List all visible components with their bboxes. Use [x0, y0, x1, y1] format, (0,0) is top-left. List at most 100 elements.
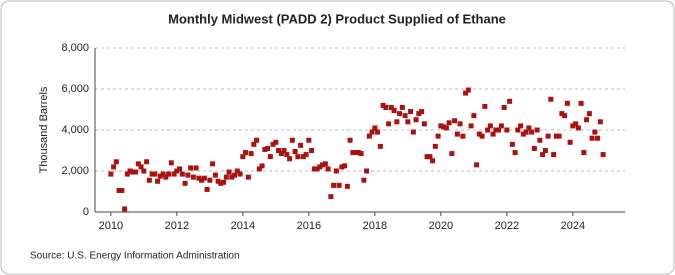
- point: [430, 158, 436, 164]
- x-tick-label: 2024: [561, 220, 585, 232]
- point: [212, 172, 218, 178]
- point: [391, 108, 397, 114]
- point: [427, 154, 433, 160]
- point: [397, 111, 403, 117]
- point: [309, 148, 315, 153]
- point: [262, 146, 268, 152]
- point: [223, 174, 229, 180]
- point: [597, 119, 603, 125]
- point: [251, 141, 257, 147]
- point: [155, 178, 161, 184]
- point: [592, 129, 598, 135]
- point: [438, 123, 444, 129]
- point: [589, 135, 595, 141]
- point: [292, 149, 298, 155]
- point: [501, 104, 507, 110]
- point: [435, 133, 441, 139]
- point: [575, 125, 581, 131]
- point: [507, 98, 513, 104]
- point: [135, 161, 141, 167]
- point: [306, 137, 312, 143]
- point: [267, 154, 273, 160]
- point: [556, 133, 562, 139]
- point: [399, 104, 405, 110]
- point: [300, 154, 306, 160]
- point: [278, 151, 284, 157]
- point: [350, 150, 356, 156]
- point: [449, 151, 455, 157]
- point: [487, 123, 493, 129]
- y-tick-label: 6,000: [61, 83, 89, 95]
- point: [342, 163, 348, 169]
- point: [108, 171, 114, 177]
- point: [289, 137, 295, 143]
- point: [578, 100, 584, 106]
- x-tick-label: 2014: [231, 220, 255, 232]
- point: [526, 125, 532, 131]
- chart-title: Monthly Midwest (PADD 2) Product Supplie…: [168, 11, 506, 26]
- point: [174, 168, 180, 174]
- point: [336, 182, 342, 188]
- point: [564, 100, 570, 106]
- point: [559, 111, 565, 117]
- point: [210, 161, 216, 167]
- point: [542, 148, 548, 153]
- point: [452, 118, 458, 124]
- point: [537, 137, 543, 143]
- point: [509, 141, 515, 147]
- point: [515, 127, 521, 133]
- point: [317, 164, 323, 170]
- point: [457, 121, 463, 127]
- point: [270, 141, 276, 147]
- point: [465, 87, 471, 93]
- point: [369, 129, 375, 135]
- point: [581, 150, 587, 156]
- point: [182, 180, 188, 186]
- point: [421, 121, 427, 127]
- point: [245, 174, 251, 180]
- point: [311, 166, 317, 172]
- point: [383, 104, 389, 110]
- point: [243, 150, 249, 156]
- point: [375, 129, 381, 135]
- point: [446, 120, 452, 126]
- point: [531, 145, 537, 151]
- point: [144, 159, 150, 165]
- point: [540, 152, 546, 158]
- point: [295, 154, 301, 160]
- point: [408, 109, 414, 115]
- point: [460, 133, 466, 139]
- point: [215, 178, 221, 184]
- point: [248, 151, 254, 157]
- point: [116, 187, 122, 193]
- point: [204, 186, 210, 192]
- point: [229, 174, 235, 180]
- point: [441, 124, 447, 130]
- point: [190, 174, 196, 180]
- point: [534, 127, 540, 133]
- point: [490, 131, 496, 137]
- x-tick-label: 2022: [495, 220, 519, 232]
- point: [130, 169, 136, 175]
- point: [333, 168, 339, 174]
- y-axis-label: Thousand Barrels: [38, 86, 50, 173]
- point: [416, 111, 422, 117]
- point: [240, 154, 246, 160]
- point: [298, 142, 304, 148]
- point: [113, 159, 119, 165]
- x-tick-label: 2016: [297, 220, 321, 232]
- point: [600, 152, 606, 158]
- point: [196, 175, 202, 181]
- point: [237, 171, 243, 177]
- point: [127, 168, 133, 174]
- point: [419, 109, 425, 115]
- point: [361, 177, 367, 183]
- point: [256, 166, 262, 172]
- point: [482, 103, 488, 109]
- point: [347, 137, 353, 143]
- y-tick-label: 0: [83, 206, 89, 218]
- point: [163, 174, 169, 180]
